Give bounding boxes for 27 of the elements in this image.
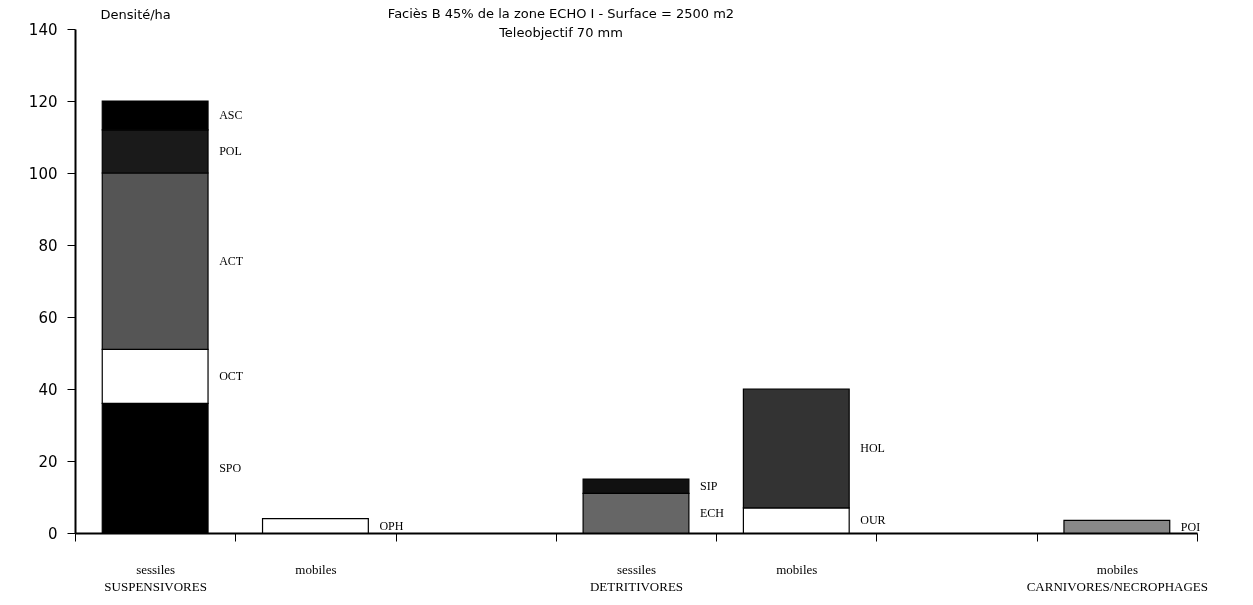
series-label: SIP [700,479,718,494]
series-label: HOL [860,441,885,456]
y-tick-label: 120 [28,92,58,111]
series-label: ASC [219,108,243,123]
x-tick-label: mobiles [295,561,337,577]
y-tick-label: 80 [38,236,58,255]
y-tick-label: 40 [38,380,58,399]
y-tick-label: 0 [47,524,58,543]
y-axis-title: Densité/ha [100,6,171,22]
series-label: SPO [219,461,242,476]
y-tick-label: 20 [38,452,58,471]
x-tick-label: sessiles DETRITIVORES [589,561,684,594]
chart-title: Faciès B 45% de la zone ECHO I - Surface = 2500 m2 [387,6,735,21]
y-tick-label: 140 [28,20,58,39]
chart-subtitle: Teleobjectif 70 mm [498,25,623,40]
series-label: OUR [860,513,886,528]
x-tick-label: sessiles SUSPENSIVORES [104,561,207,594]
series-label: POI [1180,519,1201,534]
x-tick-label: mobiles [776,561,818,577]
series-label: POL [219,144,242,159]
series-label: OCT [219,369,244,384]
series-label: OPH [379,518,404,533]
y-tick-label: 100 [28,164,58,183]
series-label: ACT [219,254,244,269]
y-tick-label: 60 [38,308,58,327]
series-label: ECH [700,506,725,521]
x-tick-label: mobiles CARNIVORES/NECROPHAGES [1026,561,1209,594]
